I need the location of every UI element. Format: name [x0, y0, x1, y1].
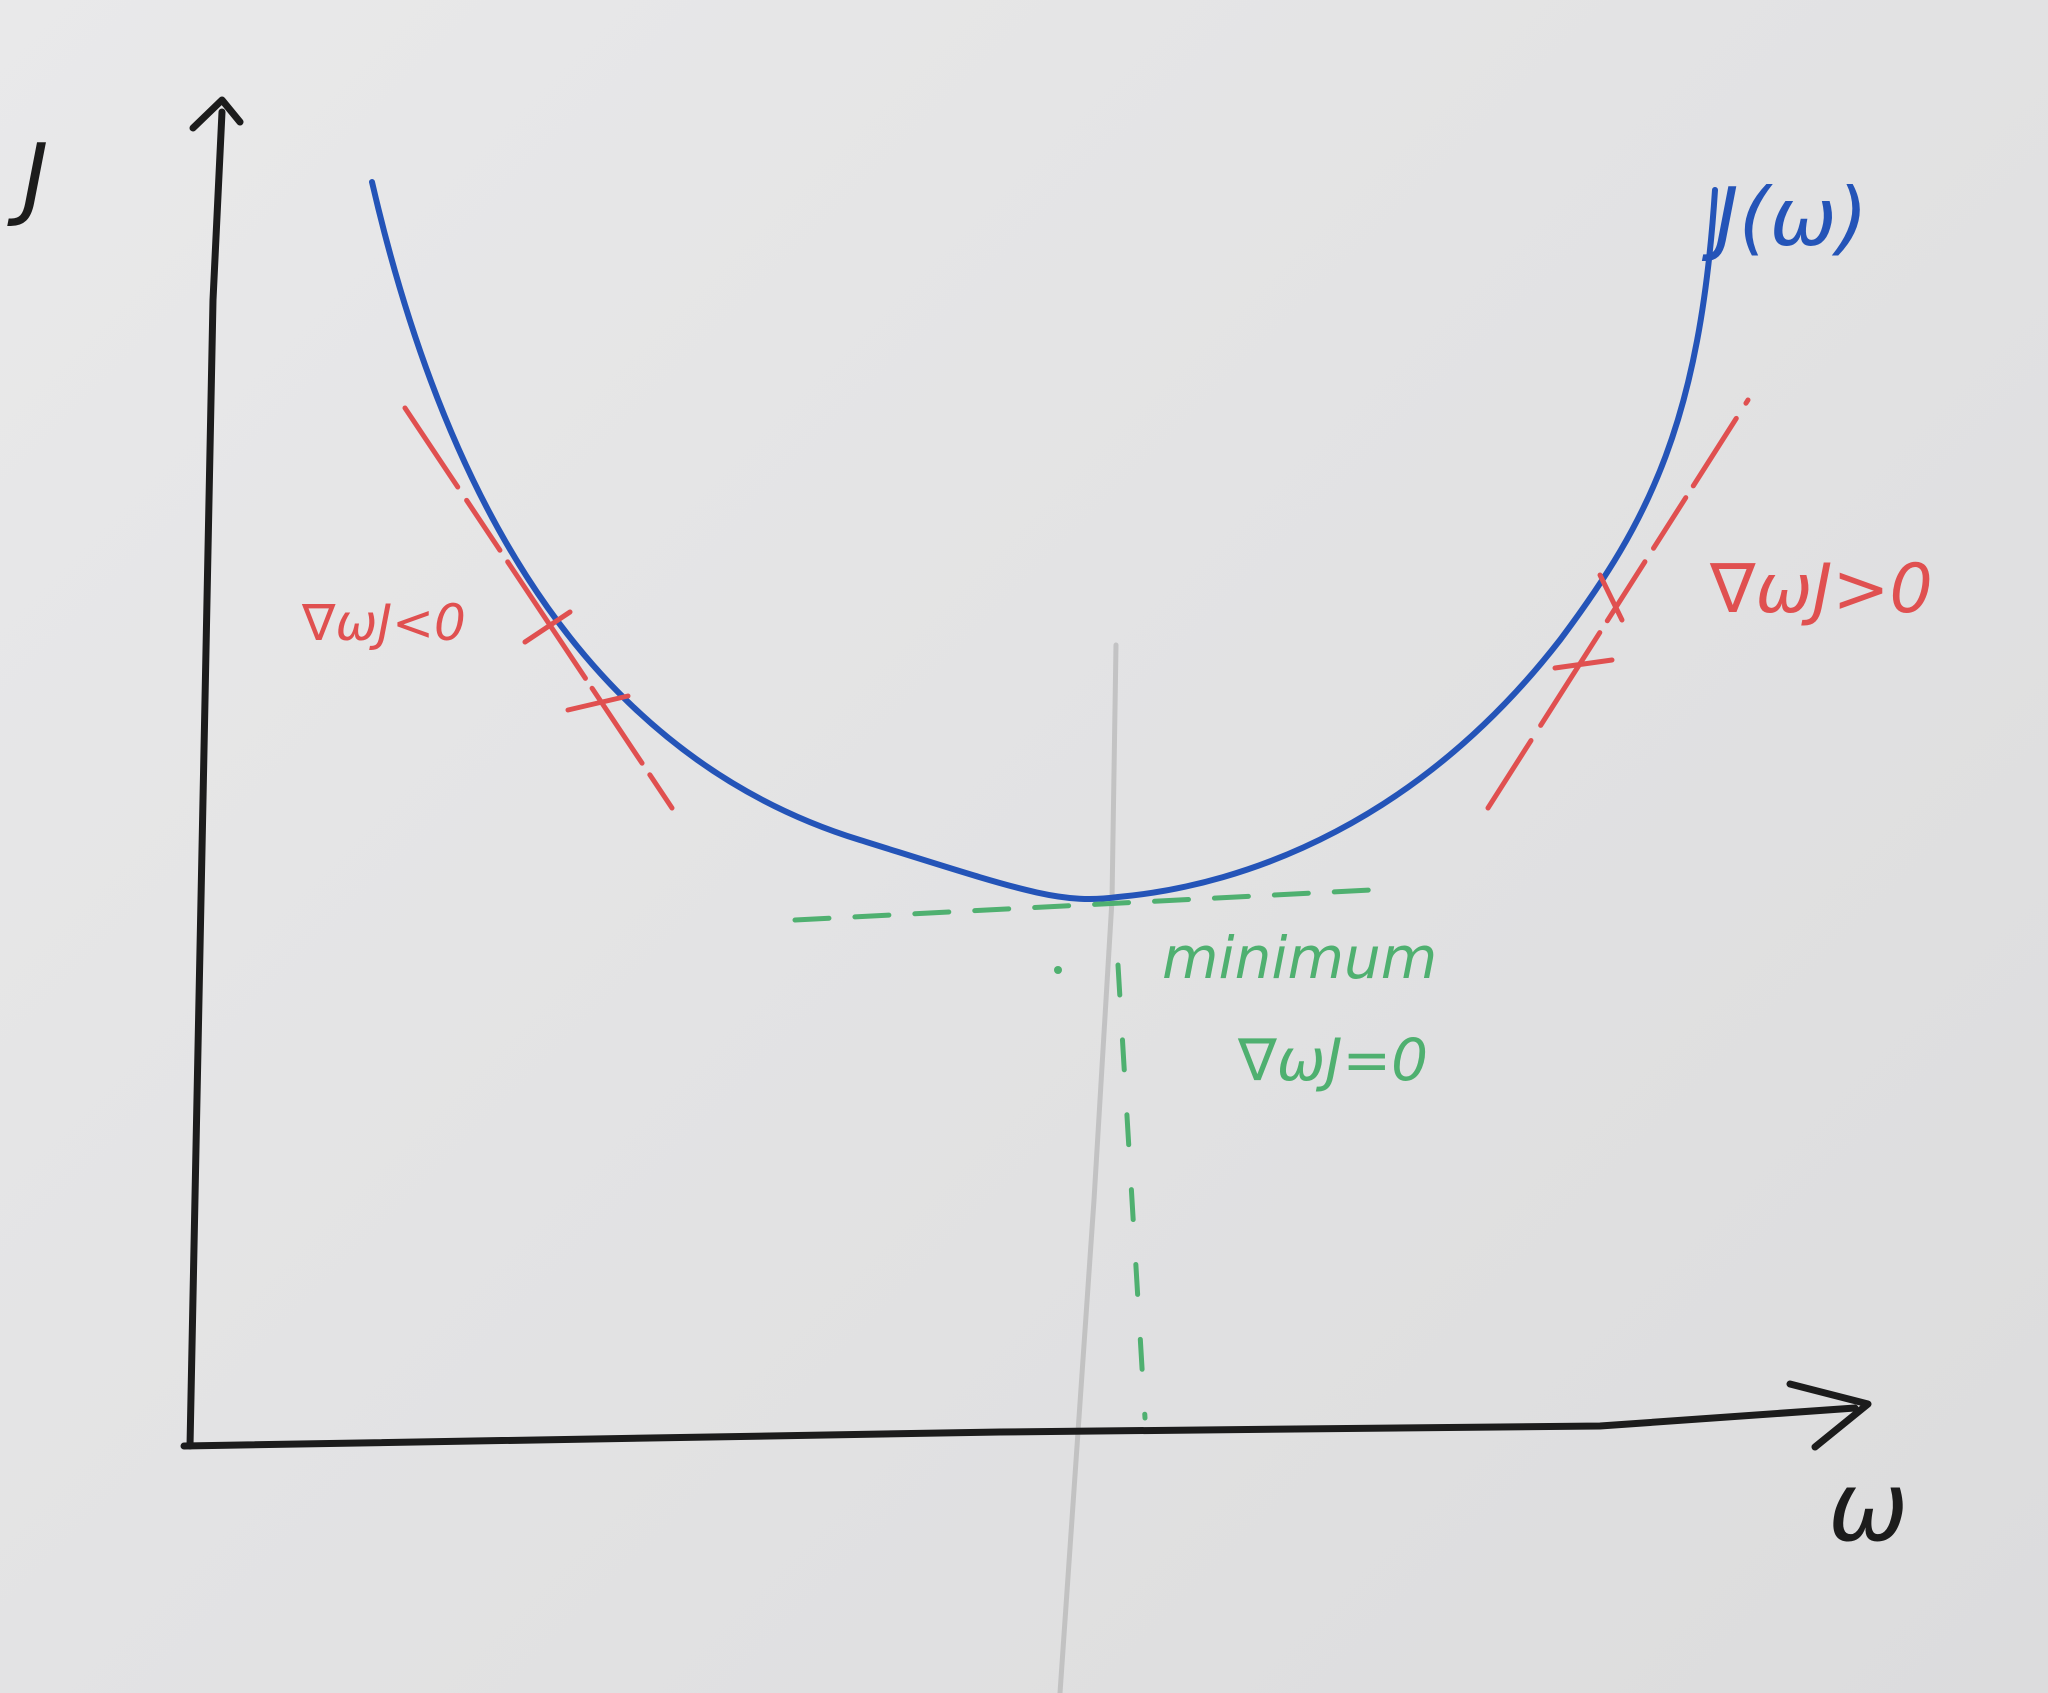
minimum-gradient-label: ∇ωJ=0	[1237, 1026, 1428, 1094]
left-gradient-label: ∇ωJ<0	[301, 594, 466, 652]
right-gradient-label: ∇ωJ>0	[1709, 550, 1933, 629]
x-axis-label: ω	[1828, 1451, 1908, 1563]
right-tangent	[1485, 397, 1751, 811]
minimum-drop-line	[1115, 962, 1148, 1421]
y-axis	[186, 96, 244, 1450]
y-axis-label: J	[7, 125, 49, 230]
left-tangent	[402, 405, 675, 811]
x-axis	[180, 1380, 1872, 1451]
curve-label: J(ω)	[1701, 171, 1868, 264]
minimum-dot	[1054, 966, 1062, 974]
minimum-title-label: minimum	[1162, 924, 1437, 992]
minimum-tangent-line	[792, 887, 1373, 923]
cost-curve	[369, 179, 1718, 903]
pencil-guide-line	[1057, 642, 1119, 1693]
